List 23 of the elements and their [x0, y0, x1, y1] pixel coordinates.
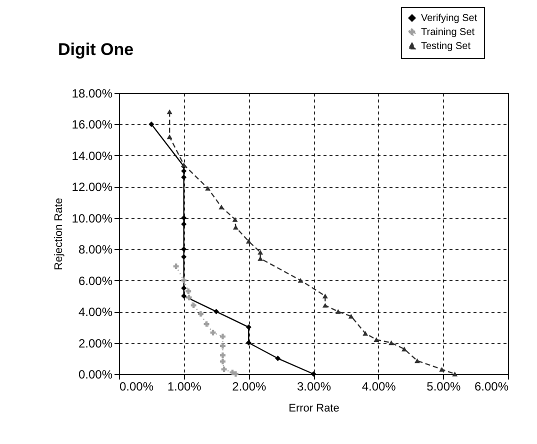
x-tick-label: 6.00%: [474, 380, 509, 394]
legend-label: Verifying Set: [421, 13, 478, 24]
x-axis-title: Error Rate: [288, 402, 340, 414]
x-tick-label: 0.00%: [120, 380, 154, 394]
y-tick-label: 0.00%: [78, 368, 113, 382]
legend-label: Testing Set: [421, 41, 471, 52]
x-tick-label: 3.00%: [296, 380, 332, 394]
y-tick-label: 10.00%: [72, 211, 113, 226]
x-tick-label: 2.00%: [232, 380, 267, 394]
x-tick-label: 4.00%: [362, 380, 396, 394]
y-tick-label: 2.00%: [78, 336, 113, 350]
y-tick-label: 18.00%: [72, 86, 113, 100]
x-tick-label: 1.00%: [167, 380, 202, 394]
y-tick-label: 12.00%: [72, 180, 113, 194]
y-tick-label: 8.00%: [78, 242, 113, 257]
y-axis-title: Rejection Rate: [52, 198, 65, 270]
chart-title: Digit One: [58, 40, 134, 60]
y-tick-label: 6.00%: [78, 274, 113, 288]
y-tick-label: 4.00%: [78, 305, 113, 320]
x-tick-label: 5.00%: [426, 380, 462, 394]
legend-label: Training Set: [421, 27, 475, 38]
y-tick-label: 16.00%: [72, 118, 113, 132]
y-tick-label: 14.00%: [72, 148, 113, 163]
